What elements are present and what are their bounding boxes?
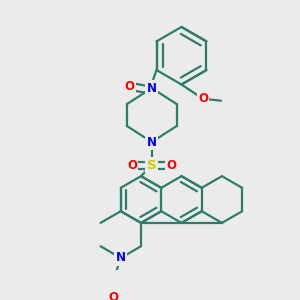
Text: N: N — [147, 82, 157, 94]
Text: O: O — [167, 159, 177, 172]
Text: O: O — [127, 159, 137, 172]
Text: N: N — [116, 251, 126, 264]
Text: S: S — [147, 159, 157, 172]
Text: N: N — [147, 136, 157, 148]
Text: O: O — [124, 80, 135, 93]
Text: O: O — [109, 291, 118, 300]
Text: O: O — [198, 92, 208, 105]
